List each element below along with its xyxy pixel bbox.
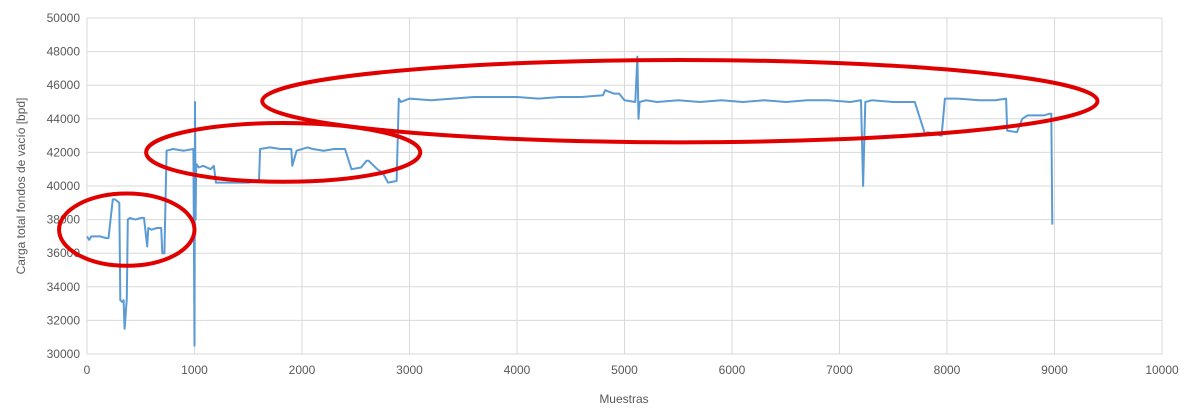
y-tick-label: 32000 <box>47 313 81 327</box>
y-tick-label: 34000 <box>47 280 81 294</box>
y-tick-label: 30000 <box>47 347 81 361</box>
y-tick-label: 42000 <box>47 145 81 159</box>
x-tick-label: 8000 <box>934 363 961 377</box>
series-line <box>86 55 1054 347</box>
x-tick-label: 5000 <box>611 363 638 377</box>
highlight-ellipse <box>260 58 1100 145</box>
highlight-ellipse <box>57 191 197 268</box>
x-tick-label: 4000 <box>504 363 531 377</box>
x-tick-label: 2000 <box>289 363 316 377</box>
y-tick-label: 46000 <box>47 78 81 92</box>
x-axis-title: Muestras <box>599 392 648 406</box>
highlight-ellipse <box>144 120 423 184</box>
tick-labels: 3000032000340003600038000400004200044000… <box>47 11 1179 377</box>
y-axis-title: Carga total fondos de vacío [bpd] <box>14 98 28 275</box>
y-tick-label: 40000 <box>47 179 81 193</box>
y-tick-label: 48000 <box>47 45 81 59</box>
x-tick-label: 7000 <box>826 363 853 377</box>
x-tick-label: 9000 <box>1041 363 1068 377</box>
highlight-ellipses <box>57 58 1100 268</box>
x-tick-label: 10000 <box>1145 363 1179 377</box>
x-tick-label: 0 <box>84 363 91 377</box>
y-tick-label: 44000 <box>47 112 81 126</box>
y-tick-label: 50000 <box>47 11 81 25</box>
x-tick-label: 3000 <box>396 363 423 377</box>
x-tick-label: 1000 <box>181 363 208 377</box>
gridlines <box>86 17 1163 355</box>
x-tick-label: 6000 <box>719 363 746 377</box>
